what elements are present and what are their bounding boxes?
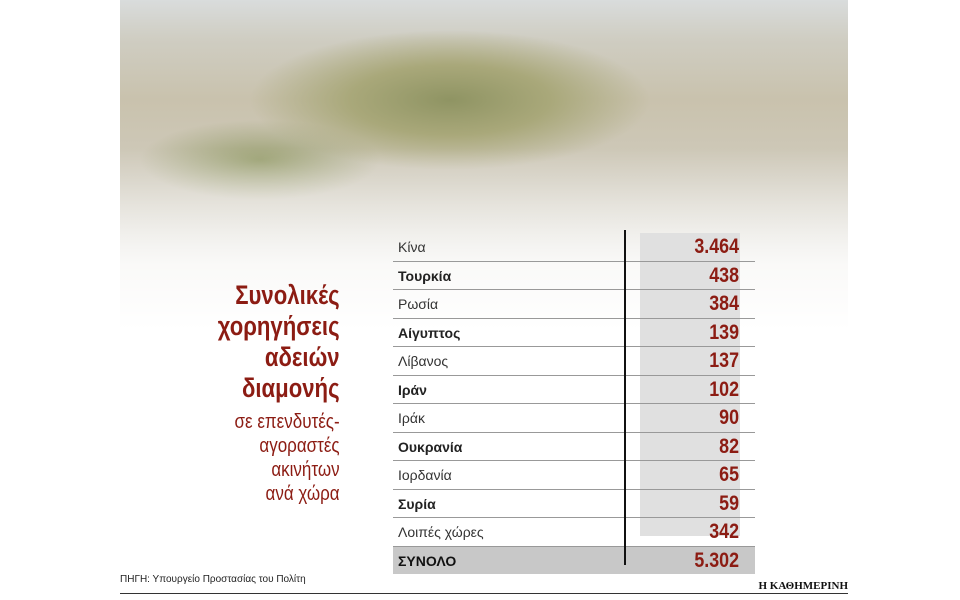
table-row: Τουρκία 438	[393, 262, 755, 290]
title-line: αδειών	[265, 342, 340, 372]
table-row: Λοιπές χώρες 342	[393, 518, 755, 547]
country: Λοιπές χώρες	[398, 524, 484, 540]
country: Συρία	[398, 495, 436, 512]
country: Ιορδανία	[398, 467, 452, 483]
table-row: Ιράν 102	[393, 376, 755, 404]
total-label: ΣΥΝΟΛΟ	[398, 552, 457, 569]
value: 59	[719, 491, 739, 515]
table: Κίνα 3.464 Τουρκία 438 Ρωσία 384 Αίγυπτος 139 Λί…	[393, 233, 755, 574]
subtitle-line: σε επενδυτές-	[234, 411, 340, 433]
subtitle-line: ακινήτων	[271, 459, 340, 481]
title-line: Συνολικές	[235, 280, 340, 310]
country: Ιράκ	[398, 410, 425, 426]
value: 3.464	[694, 235, 739, 258]
subtitle: σε επενδυτές-αγοραστές ακινήτων ανά χώρα	[235, 410, 340, 506]
country: Τουρκία	[398, 267, 452, 284]
subtitle-line: ανά χώρα	[265, 483, 340, 505]
table-row: Αίγυπτος 139	[393, 319, 755, 347]
value: 384	[709, 292, 739, 315]
total-value: 5.302	[694, 548, 739, 572]
title-line: διαμονής	[242, 373, 340, 403]
country: Ουκρανία	[398, 438, 463, 455]
brand: Η ΚΑΘΗΜΕΡΙΝΗ	[758, 580, 849, 592]
subtitle-line: αγοραστές	[259, 435, 340, 457]
table-row: Συρία 59	[393, 490, 755, 518]
value: 82	[719, 434, 739, 458]
footer-rule	[120, 593, 848, 594]
country: Ιράν	[398, 381, 427, 398]
value: 139	[709, 320, 739, 344]
country: Κίνα	[398, 239, 426, 255]
total-row: ΣΥΝΟΛΟ 5.302	[393, 546, 755, 574]
value-column-bg	[640, 233, 740, 536]
table-row: Ιορδανία 65	[393, 461, 755, 490]
divider	[624, 230, 626, 565]
source: ΠΗΓΗ: Υπουργείο Προστασίας του Πολίτη	[120, 574, 306, 585]
table-row: Ιράκ 90	[393, 404, 755, 433]
value: 65	[719, 463, 739, 486]
country: Ρωσία	[398, 296, 439, 312]
title: Συνολικές χορηγήσεις αδειών διαμονής	[218, 280, 340, 404]
value: 438	[709, 263, 739, 287]
value: 342	[709, 520, 739, 543]
table-row: Ρωσία 384	[393, 290, 755, 319]
table-row: Κίνα 3.464	[393, 233, 755, 262]
value: 90	[719, 406, 739, 429]
country: Αίγυπτος	[398, 324, 461, 341]
title-line: χορηγήσεις	[218, 311, 340, 341]
country: Λίβανος	[398, 353, 449, 369]
value: 137	[709, 349, 739, 372]
value: 102	[709, 377, 739, 401]
table-row: Λίβανος 137	[393, 347, 755, 376]
table-row: Ουκρανία 82	[393, 433, 755, 461]
